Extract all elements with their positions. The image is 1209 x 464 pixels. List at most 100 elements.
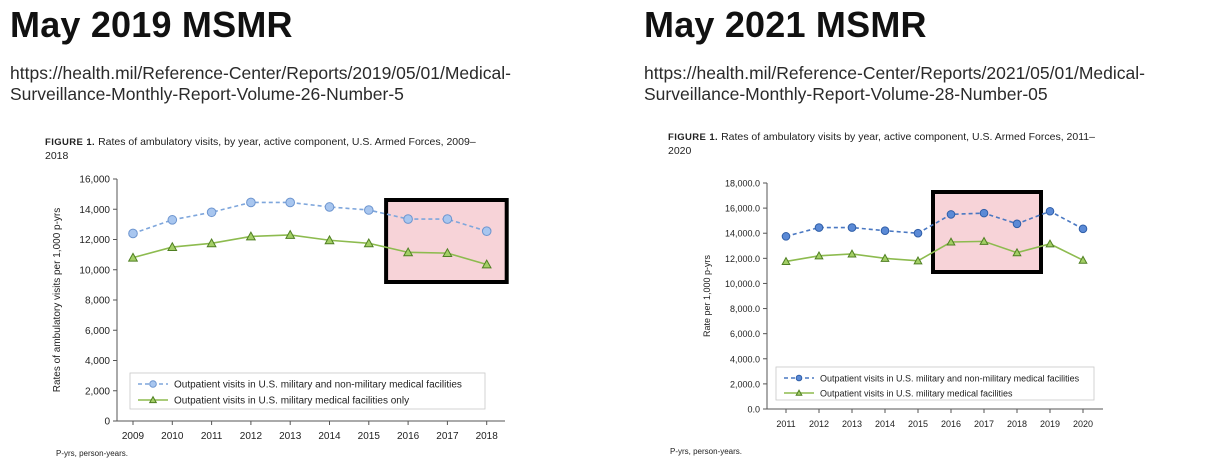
right-y-tick-label: 4,000.0 bbox=[730, 354, 760, 364]
right-point-blue bbox=[1012, 219, 1022, 229]
right-caption-line1: Rates of ambulatory visits by year, acti… bbox=[721, 131, 1095, 143]
right-y-axis-label: Rate per 1,000 p-yrs bbox=[702, 254, 712, 337]
right-caption-line2: 2020 bbox=[668, 144, 692, 157]
left-point-green bbox=[206, 237, 217, 248]
left-caption-line1: Rates of ambulatory visits, by year, act… bbox=[98, 136, 476, 148]
right-y-tick-label: 8,000.0 bbox=[730, 304, 760, 314]
left-url-line1[interactable]: https://health.mil/Reference-Center/Repo… bbox=[10, 63, 511, 83]
right-x-tick-label: 2013 bbox=[842, 419, 862, 429]
left-point-green bbox=[285, 229, 296, 239]
right-point-green bbox=[946, 237, 956, 246]
left-point-blue bbox=[324, 202, 335, 212]
right-url[interactable]: https://health.mil/Reference-Center/Repo… bbox=[644, 63, 1145, 105]
right-legend-label: Outpatient visits in U.S. military and n… bbox=[820, 374, 1080, 384]
right-x-tick-label: 2012 bbox=[809, 419, 829, 429]
left-point-green bbox=[245, 231, 257, 241]
right-y-tick-label: 2,000.0 bbox=[730, 379, 760, 389]
right-point-blue bbox=[946, 210, 956, 219]
left-legend-label: Outpatient visits in U.S. military medic… bbox=[174, 396, 409, 407]
right-heading: May 2021 MSMR bbox=[644, 4, 927, 45]
right-x-tick-label: 2014 bbox=[875, 419, 895, 429]
right-x-tick-label: 2017 bbox=[974, 419, 994, 429]
left-point-green bbox=[402, 247, 414, 257]
left-point-green bbox=[481, 259, 492, 269]
right-legend-label: Outpatient visits in U.S. military medic… bbox=[820, 389, 1013, 399]
right-y-tick-label: 12,000.0 bbox=[725, 254, 760, 264]
left-point-blue bbox=[481, 226, 492, 236]
left-x-tick-label: 2009 bbox=[122, 431, 145, 442]
left-panel: May 2019 MSMR https://health.mil/Referen… bbox=[0, 0, 600, 464]
right-series-line-blue bbox=[785, 210, 1084, 238]
left-figure-label: FIGURE 1. bbox=[45, 137, 96, 148]
right-legend-marker-circle bbox=[795, 374, 803, 382]
right-y-tick-label: 6,000.0 bbox=[730, 329, 760, 339]
left-footnote: P-yrs, person-years. bbox=[56, 449, 129, 458]
left-point-green bbox=[127, 252, 139, 262]
left-point-blue bbox=[246, 197, 256, 208]
left-y-tick-label: 0 bbox=[104, 417, 110, 428]
left-legend-marker-circle bbox=[149, 380, 157, 388]
right-point-blue bbox=[847, 223, 857, 232]
right-point-green bbox=[1078, 255, 1088, 264]
right-highlight-box bbox=[931, 190, 1043, 274]
left-y-tick-label: 14,000 bbox=[79, 205, 110, 216]
left-point-blue bbox=[128, 228, 138, 239]
left-x-tick-label: 2017 bbox=[436, 431, 459, 442]
left-highlight-box bbox=[384, 198, 509, 284]
left-heading: May 2019 MSMR bbox=[10, 4, 293, 45]
right-y-tick-label: 0.0 bbox=[747, 405, 760, 415]
left-point-blue bbox=[206, 207, 217, 218]
left-point-blue bbox=[403, 214, 413, 224]
right-point-green bbox=[1045, 239, 1055, 248]
right-point-green bbox=[1012, 247, 1022, 257]
left-url-line2[interactable]: Surveillance-Monthly-Report-Volume-26-Nu… bbox=[10, 84, 404, 104]
left-point-blue bbox=[167, 215, 178, 225]
right-url-line2[interactable]: Surveillance-Monthly-Report-Volume-28-Nu… bbox=[644, 84, 1048, 104]
right-footnote: P-yrs, person-years. bbox=[670, 447, 743, 456]
left-y-tick-label: 10,000 bbox=[79, 265, 110, 276]
left-series-line-green bbox=[132, 234, 487, 266]
right-point-green bbox=[814, 250, 824, 260]
left-point-green bbox=[363, 237, 374, 248]
left-legend-label: Outpatient visits in U.S. military and n… bbox=[174, 380, 462, 391]
left-chart: 0 2,000 4,000 6,000 8,000 10,000 12,000 14,000 1… bbox=[52, 175, 509, 442]
left-point-blue bbox=[364, 205, 374, 215]
right-x-tick-label: 2020 bbox=[1073, 419, 1093, 429]
right-point-green bbox=[781, 256, 791, 266]
right-point-blue bbox=[880, 226, 890, 236]
left-point-blue bbox=[285, 197, 296, 208]
left-legend-box bbox=[129, 372, 486, 410]
right-legend-box bbox=[775, 366, 1095, 401]
left-y-tick-label: 16,000 bbox=[79, 175, 110, 186]
right-point-blue bbox=[1045, 206, 1055, 216]
right-legend: Outpatient visits in U.S. military and n… bbox=[775, 366, 1095, 401]
right-chart: 0.0 2,000.0 4,000.0 6,000.0 8,000.0 10,000.0 1… bbox=[702, 179, 1103, 429]
left-x-tick-label: 2013 bbox=[279, 431, 302, 442]
right-point-blue bbox=[1078, 224, 1088, 234]
right-legend-marker-triangle bbox=[795, 389, 803, 396]
left-x-tick-label: 2010 bbox=[161, 431, 184, 442]
right-x-tick-label: 2019 bbox=[1040, 419, 1060, 429]
right-point-blue bbox=[979, 208, 989, 218]
left-x-tick-label: 2016 bbox=[397, 431, 420, 442]
left-point-green bbox=[324, 234, 335, 245]
right-y-tick-label: 16,000.0 bbox=[725, 204, 760, 214]
left-y-axis-label: Rates of ambulatory visits per 1,000 p-y… bbox=[52, 208, 63, 393]
left-figure-caption: FIGURE 1. Rates of ambulatory visits, by … bbox=[45, 136, 525, 162]
right-y-tick-label: 14,000.0 bbox=[725, 229, 760, 239]
left-y-tick-label: 12,000 bbox=[79, 235, 110, 246]
left-x-tick-label: 2012 bbox=[240, 431, 263, 442]
right-point-green bbox=[979, 236, 989, 245]
right-y-tick-label: 10,000.0 bbox=[725, 279, 760, 289]
left-x-tick-label: 2018 bbox=[476, 431, 499, 442]
right-point-blue bbox=[814, 223, 824, 232]
right-url-line1[interactable]: https://health.mil/Reference-Center/Repo… bbox=[644, 63, 1145, 83]
left-url[interactable]: https://health.mil/Reference-Center/Repo… bbox=[10, 63, 511, 105]
left-y-tick-label: 6,000 bbox=[85, 326, 110, 337]
left-x-tick-label: 2011 bbox=[201, 431, 223, 442]
left-x-tick-label: 2014 bbox=[318, 431, 341, 442]
left-y-tick-label: 8,000 bbox=[85, 296, 110, 307]
right-x-tick-label: 2015 bbox=[908, 419, 928, 429]
right-series-line-green bbox=[785, 240, 1084, 263]
right-y-tick-label: 18,000.0 bbox=[725, 179, 760, 189]
